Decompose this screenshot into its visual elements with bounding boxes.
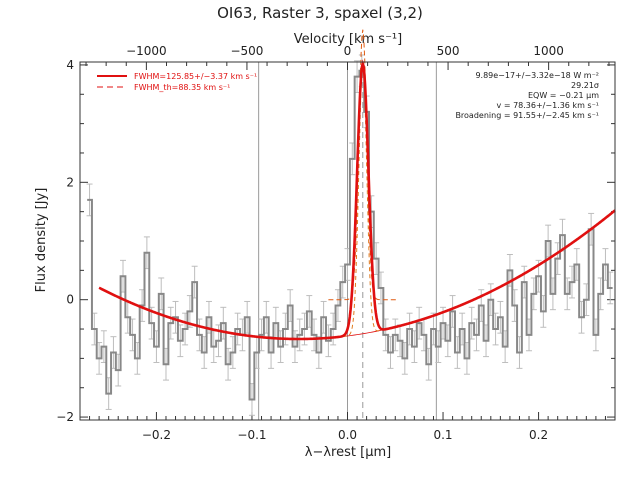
annotation-4: Broadening = 91.55+/−2.45 km s⁻¹ (455, 111, 599, 120)
top-tick-label: 500 (437, 44, 460, 58)
y-tick-label: 4 (66, 58, 74, 72)
annotation-0: 9.89e−17+/−3.32e−18 W m⁻² (475, 71, 599, 80)
annotation-1: 29.21σ (571, 81, 599, 90)
legend-label-0: FWHM=125.85+/−3.37 km s⁻¹ (134, 72, 257, 81)
x-tick-label: −0.2 (142, 428, 171, 442)
series-flux-spectrum (87, 69, 613, 401)
y-tick-label: 0 (66, 293, 74, 307)
plot-frame (79, 61, 616, 421)
top-tick-label: −1000 (126, 44, 167, 58)
x-axis-label: λ−λrest [μm] (305, 445, 391, 460)
top-tick-label: −500 (230, 44, 263, 58)
x-tick-label: 0.2 (529, 428, 548, 442)
series-thermal-gaussian (328, 29, 397, 301)
annotation-2: EQW = −0.21 μm (528, 91, 599, 100)
x-tick-label: 0.1 (433, 428, 452, 442)
data-layer (86, 29, 616, 416)
reference-lines (258, 62, 437, 420)
series-fit (98, 59, 616, 341)
y-tick-label: 2 (66, 175, 74, 189)
x-tick-label: −0.1 (237, 428, 266, 442)
top-tick-label: 0 (344, 44, 352, 58)
legend-label-1: FWHM_th=88.35 km s⁻¹ (134, 83, 230, 92)
top-axis-label: Velocity [km s⁻¹] (294, 32, 402, 47)
y-tick-label: −2 (56, 410, 74, 424)
axis-ticks: −0.2 −0.1 0.0 0.1 0.2 −2 0 2 4 −1000 −500 0 500 1000 (56, 44, 615, 442)
y-axis-label: Flux density [Jy] (34, 188, 49, 293)
chart-title: OI63, Raster 3, spaxel (3,2) (217, 4, 423, 22)
annotation-3: v = 78.36+/−1.36 km s⁻¹ (497, 101, 599, 110)
top-tick-label: 1000 (533, 44, 564, 58)
legend: FWHM=125.85+/−3.37 km s⁻¹ FWHM_th=88.35 k… (97, 72, 257, 92)
x-tick-label: 0.0 (338, 428, 357, 442)
